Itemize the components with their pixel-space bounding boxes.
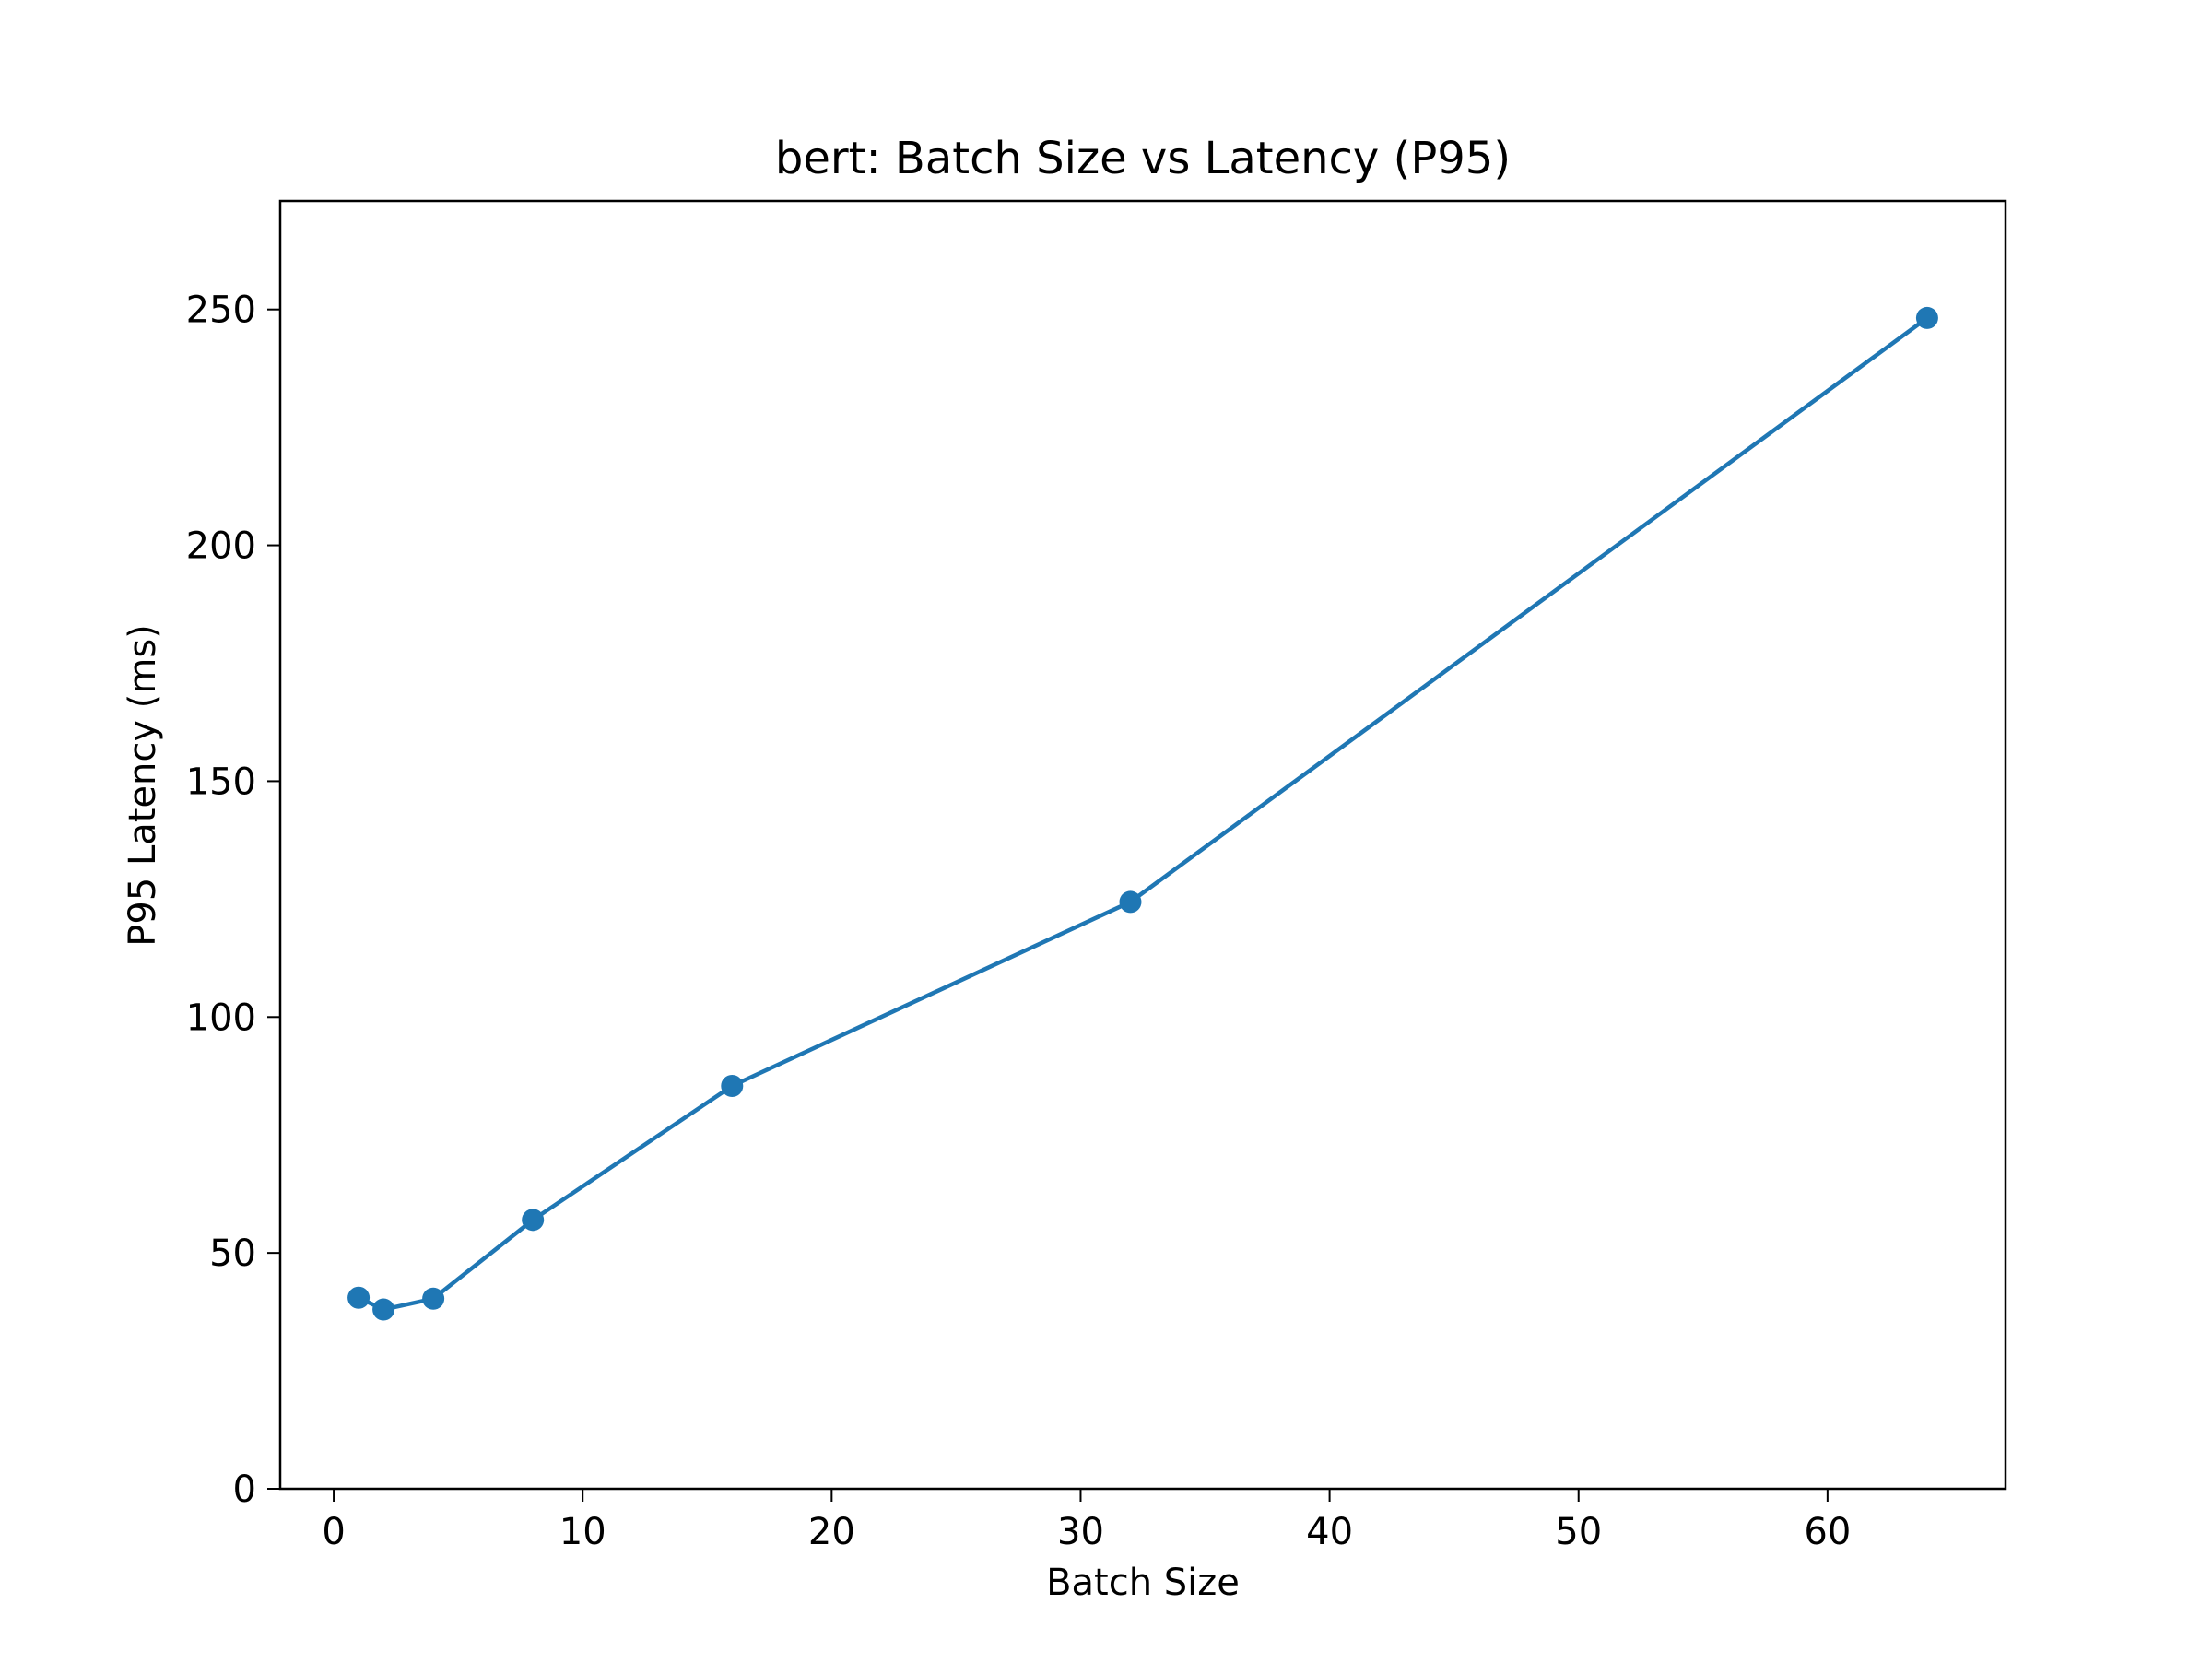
x-axis-label: Batch Size — [1046, 1562, 1240, 1604]
data-point — [1119, 890, 1142, 914]
x-tick-label: 10 — [559, 1511, 606, 1553]
y-tick-label: 150 — [186, 761, 256, 803]
data-point — [522, 1209, 545, 1232]
x-tick-label: 30 — [1057, 1511, 1104, 1553]
x-tick-label: 60 — [1804, 1511, 1851, 1553]
x-tick-label: 0 — [322, 1511, 345, 1553]
plot-frame — [278, 199, 2007, 1491]
x-tick-label: 40 — [1306, 1511, 1353, 1553]
x-tick-label: 20 — [808, 1511, 855, 1553]
plot-area: 0 10 20 30 40 50 60 0 50 100 150 200 250 — [186, 199, 2007, 1553]
y-tick-label: 50 — [209, 1233, 256, 1275]
data-point — [422, 1287, 445, 1310]
data-point — [372, 1298, 395, 1321]
y-tick-label: 100 — [186, 997, 256, 1039]
data-point — [721, 1074, 744, 1097]
data-point — [1915, 306, 1938, 329]
y-tick-label: 200 — [186, 525, 256, 568]
y-tick-label: 0 — [233, 1468, 256, 1511]
y-axis-label: P95 Latency (ms) — [122, 624, 164, 947]
y-tick-label: 250 — [186, 289, 256, 332]
chart-title: bert: Batch Size vs Latency (P95) — [775, 133, 1511, 184]
x-tick-label: 50 — [1555, 1511, 1602, 1553]
data-point — [347, 1286, 371, 1309]
